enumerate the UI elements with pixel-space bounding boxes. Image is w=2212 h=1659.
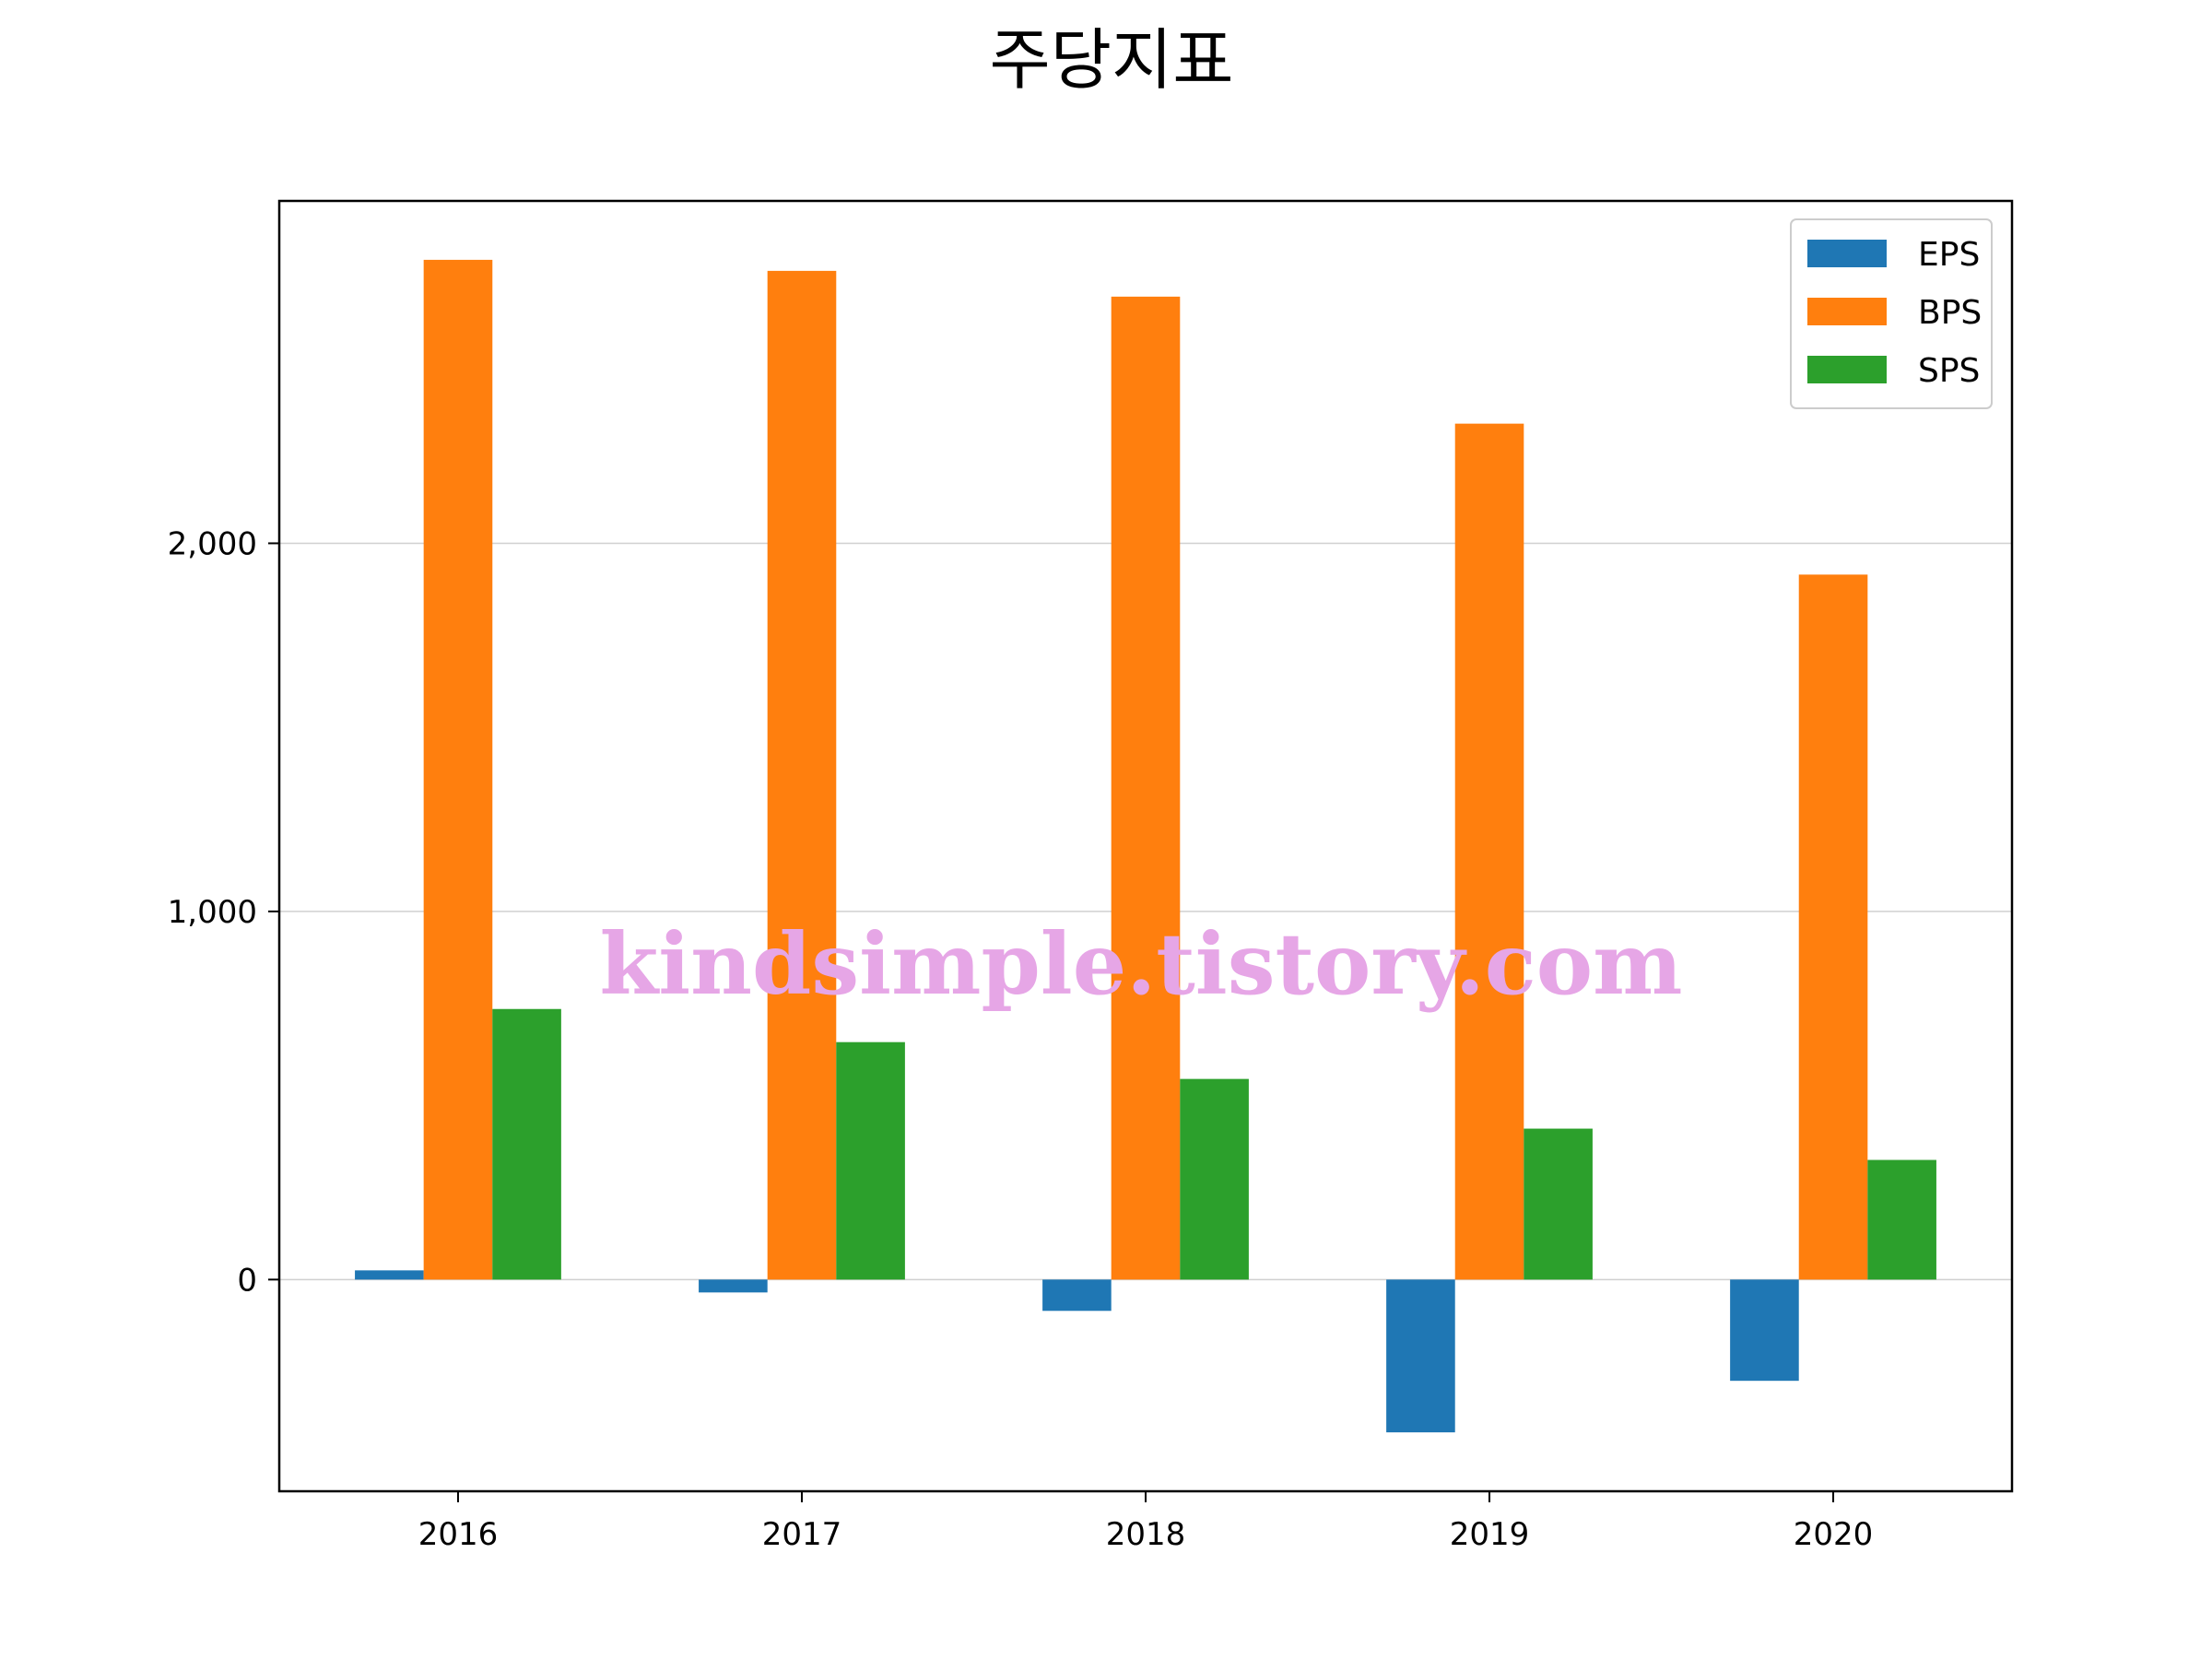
bar-bps-2018 xyxy=(1111,296,1181,1280)
x-tick-label: 2016 xyxy=(418,1516,499,1553)
x-tick-label: 2017 xyxy=(762,1516,842,1553)
bar-eps-2018 xyxy=(1042,1279,1112,1312)
bar-bps-2016 xyxy=(423,259,493,1280)
bar-sps-2019 xyxy=(1524,1128,1593,1280)
legend: EPS BPS SPS xyxy=(1790,218,1993,409)
bar-sps-2018 xyxy=(1180,1078,1249,1280)
bar-bps-2017 xyxy=(767,270,837,1280)
bar-bps-2019 xyxy=(1454,423,1524,1280)
bar-sps-2020 xyxy=(1867,1159,1936,1280)
bar-eps-2019 xyxy=(1386,1279,1455,1433)
y-tick-label: 0 xyxy=(237,1262,257,1299)
legend-swatch-sps xyxy=(1807,356,1887,383)
legend-swatch-bps xyxy=(1807,298,1887,325)
bar-sps-2016 xyxy=(492,1008,561,1280)
bar-eps-2016 xyxy=(355,1270,424,1280)
watermark: kindsimple.tistory.com xyxy=(599,914,1682,1014)
x-tick-label: 2018 xyxy=(1106,1516,1186,1553)
x-axis: 2016 2017 2018 2019 2020 xyxy=(418,1491,1874,1553)
y-tick-label: 2,000 xyxy=(168,525,257,562)
bar-eps-2017 xyxy=(699,1279,768,1293)
y-axis: 0 1,000 2,000 xyxy=(168,525,279,1299)
legend-swatch-eps xyxy=(1807,240,1887,267)
legend-label-eps: EPS xyxy=(1918,236,1980,274)
chart-title: 주당지표 xyxy=(990,21,1234,99)
legend-label-bps: BPS xyxy=(1918,294,1982,332)
bar-bps-2020 xyxy=(1798,574,1868,1280)
bars xyxy=(355,259,1936,1433)
bar-eps-2020 xyxy=(1730,1279,1799,1382)
x-tick-label: 2020 xyxy=(1794,1516,1874,1553)
bar-sps-2017 xyxy=(836,1041,905,1280)
legend-label-sps: SPS xyxy=(1918,352,1980,390)
y-tick-label: 1,000 xyxy=(168,894,257,931)
x-tick-label: 2019 xyxy=(1450,1516,1530,1553)
